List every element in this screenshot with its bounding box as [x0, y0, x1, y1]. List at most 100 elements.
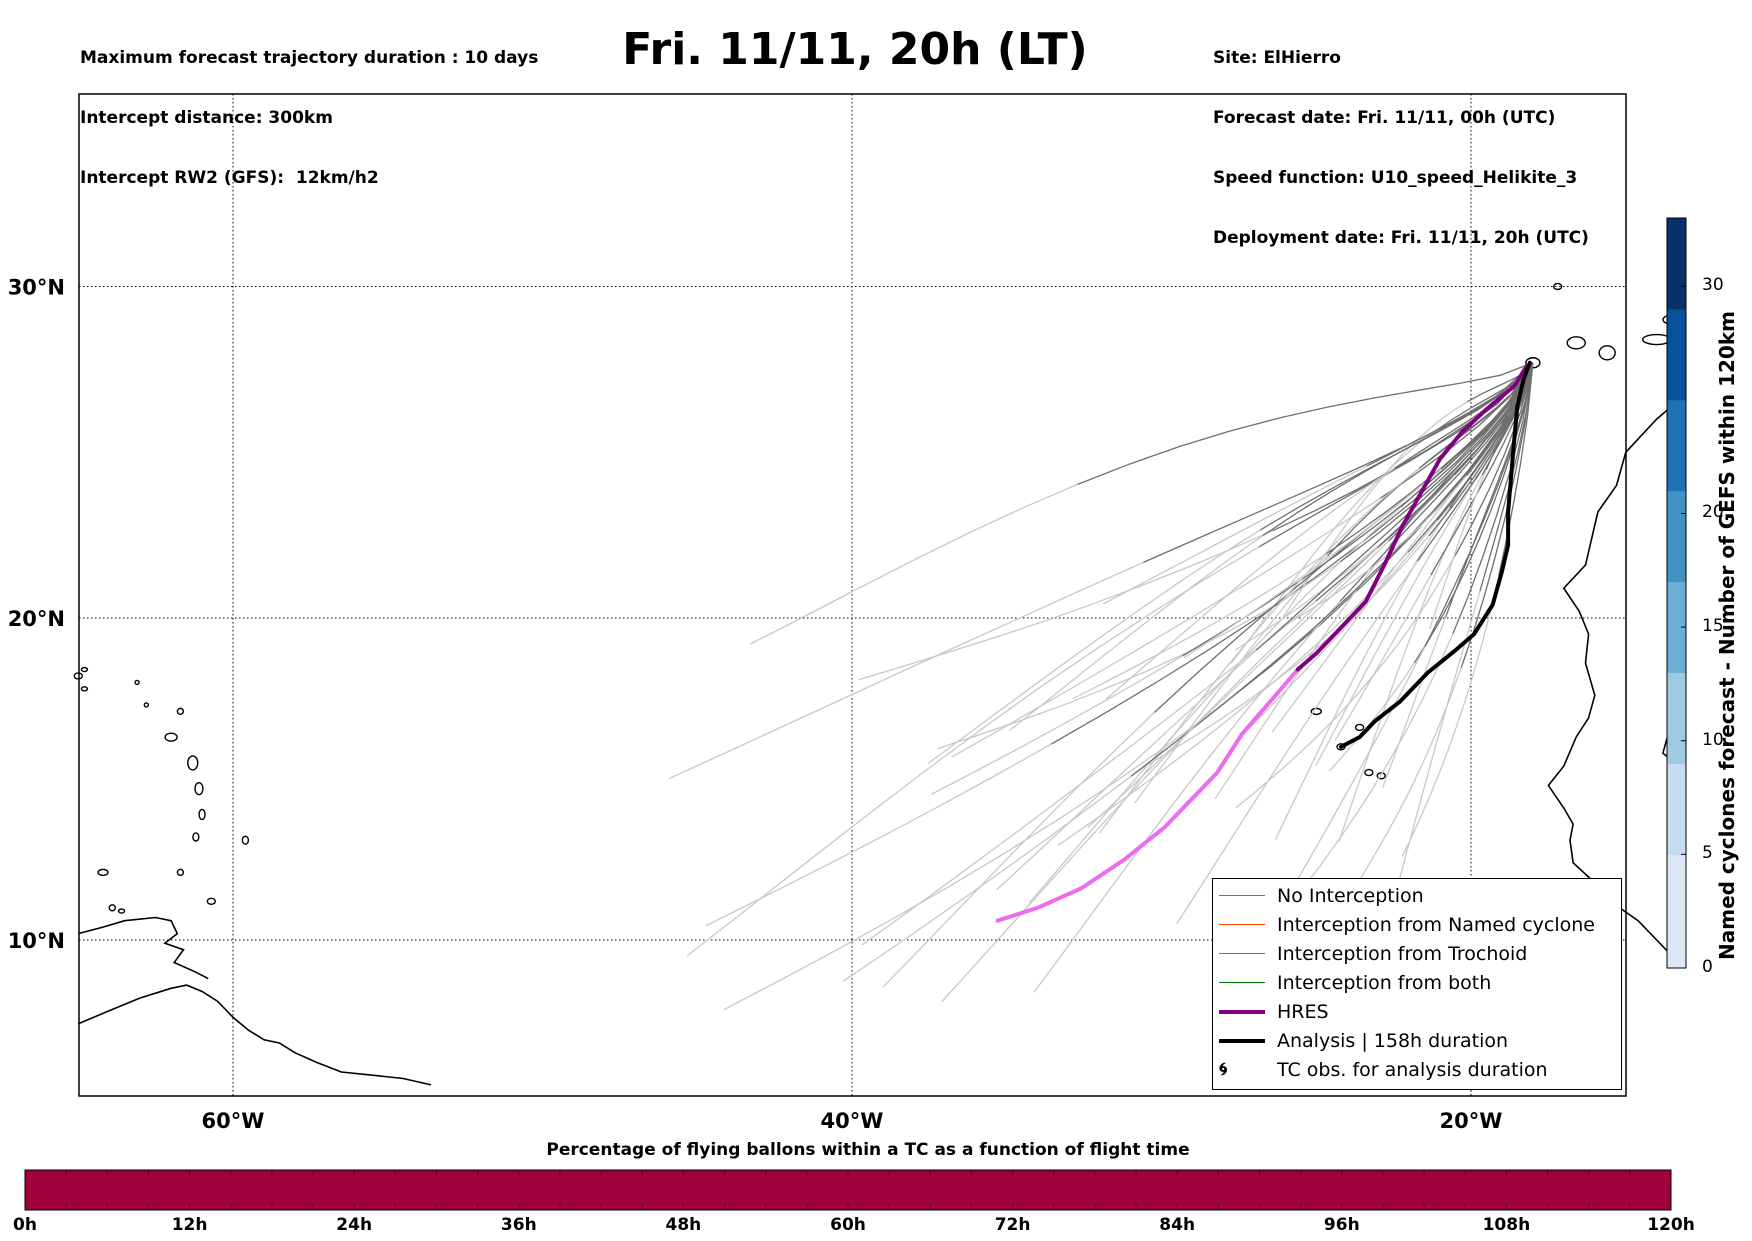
lat-tick-label: 20°N	[8, 607, 65, 631]
colorbar-segment	[1667, 763, 1686, 787]
trajectory-no-interception-late	[996, 649, 1257, 891]
colorbar-segment	[1667, 740, 1686, 764]
colorbar-tick-label: 10	[1702, 729, 1724, 750]
island	[1552, 282, 1563, 291]
colorbar-segment	[1667, 445, 1686, 469]
island	[97, 868, 109, 877]
colorbar-segment	[1667, 263, 1686, 287]
trajectory-no-interception-late	[1285, 633, 1454, 912]
trajectory-no-interception-late	[1057, 551, 1409, 847]
island	[241, 835, 250, 845]
info-line-site: Site: ElHierro	[1213, 48, 1341, 68]
colorbar-tick-label: 30	[1702, 275, 1724, 296]
page-title: Fri. 11/11, 20h (LT)	[622, 24, 1088, 75]
trajectory-no-interception	[1413, 362, 1534, 664]
settings-line-distance: Intercept distance: 300km	[80, 108, 333, 128]
legend-swatch	[1219, 1009, 1265, 1014]
colorbar-segment	[1667, 308, 1686, 333]
trajectory-no-interception-late	[1338, 474, 1483, 842]
trajectory-no-interception	[1380, 362, 1534, 499]
colorbar-segment	[1667, 627, 1686, 651]
lon-tick-label: 20°W	[1440, 1109, 1503, 1133]
colorbar-segment	[1667, 786, 1686, 810]
trajectory-no-interception-late	[1271, 476, 1466, 733]
colorbar-segment	[1667, 422, 1686, 446]
legend-item-no-interception: No Interception	[1219, 881, 1424, 910]
trajectory-no-interception	[1262, 362, 1534, 537]
trajectory-no-interception-late	[668, 561, 1144, 780]
coastline	[78, 916, 209, 980]
trajectory-settings: Maximum forecast trajectory duration : 1…	[80, 8, 538, 208]
trajectory-no-interception	[1498, 362, 1534, 577]
map-frame	[78, 93, 1627, 1097]
trajectory-no-interception-late	[750, 483, 1078, 645]
lon-tick-label: 40°W	[821, 1109, 884, 1133]
legend-item-tc-obs: 🌀︎ TC obs. for analysis duration	[1219, 1058, 1548, 1081]
colorbar-segment	[1667, 672, 1686, 696]
trajectory-no-interception-late	[1183, 468, 1442, 659]
colorbar-segment	[1667, 899, 1686, 924]
trajectory-no-interception-late	[951, 497, 1381, 758]
trajectory-no-interception-late	[937, 561, 1341, 750]
axis-labels: 30°N 20°N 10°N 60°W 40°W 20°W	[8, 276, 1503, 1134]
settings-line-intercept: Intercept RW2 (GFS): 12km/h2	[80, 168, 379, 188]
colorbar-segment	[1667, 877, 1686, 901]
trajectory-no-interception-late	[1382, 617, 1447, 788]
hres-trajectory-late	[995, 667, 1300, 923]
island	[192, 832, 200, 842]
colorbar-segment	[1667, 808, 1686, 833]
island	[1364, 768, 1374, 777]
legend: No Interception Interception from Named …	[1212, 878, 1622, 1090]
percentage-bar-tick-label: 0h	[13, 1215, 37, 1235]
percentage-bar-tick-label: 120h	[1647, 1215, 1695, 1235]
percentage-bar-tick-label: 60h	[830, 1215, 866, 1235]
colorbar-segment	[1667, 331, 1686, 355]
trajectory-no-interception-late	[1176, 560, 1419, 925]
island	[206, 897, 217, 906]
trajectory-no-interception	[1452, 362, 1534, 635]
trajectory-no-interception-late	[1315, 478, 1477, 767]
island	[176, 707, 185, 716]
lat-tick-label: 10°N	[8, 929, 65, 953]
trajectory-no-interception-late	[1401, 575, 1500, 857]
percentage-bar-tick-label: 72h	[994, 1215, 1031, 1235]
colorbar-tick-label: 15	[1702, 616, 1724, 637]
island	[108, 904, 116, 912]
percentage-bar-tick-label: 48h	[665, 1215, 702, 1235]
colorbar-tick-label: 0	[1702, 957, 1713, 977]
trajectory-no-interception	[1485, 362, 1534, 470]
trajectory-no-interception-late	[941, 547, 1379, 1003]
trajectory-no-interception-late	[1235, 555, 1456, 809]
trajectory-no-interception-late	[723, 705, 1221, 1011]
legend-item-named-cyclone: Interception from Named cyclone	[1219, 910, 1595, 939]
trajectory-no-interception-late	[927, 529, 1261, 764]
legend-swatch	[1219, 953, 1265, 954]
colorbar-segment	[1667, 399, 1686, 424]
colorbar-segment	[1667, 831, 1686, 855]
trajectory-no-interception-late	[1087, 540, 1390, 829]
trajectory-no-interception-late	[1237, 519, 1438, 740]
trajectory-no-interception	[1418, 362, 1534, 469]
trajectory-no-interception-late	[1328, 662, 1415, 772]
island	[194, 781, 204, 796]
lon-tick-label: 60°W	[202, 1109, 265, 1133]
colorbar-segment	[1667, 286, 1686, 310]
trajectory-no-interception	[1339, 362, 1534, 563]
colorbar-segment	[1667, 854, 1686, 878]
legend-item-both: Interception from both	[1219, 968, 1491, 997]
percentage-bar-tick-label: 12h	[171, 1215, 208, 1235]
island	[143, 702, 150, 708]
percentage-bar-fill	[24, 1169, 1672, 1211]
island	[1376, 772, 1386, 780]
colorbar-segment	[1667, 354, 1686, 378]
trajectory-no-interception-late	[1346, 667, 1462, 900]
colorbar-segment	[1667, 536, 1686, 560]
coastline	[1625, 405, 1673, 453]
island	[117, 908, 126, 914]
trajectory-no-interception	[1444, 362, 1534, 618]
legend-swatch	[1219, 924, 1265, 925]
legend-swatch	[1219, 1038, 1265, 1043]
trajectory-no-interception-late	[1033, 600, 1341, 993]
trajectory-no-interception-late	[1136, 535, 1430, 772]
colorbar-segment	[1667, 468, 1686, 492]
